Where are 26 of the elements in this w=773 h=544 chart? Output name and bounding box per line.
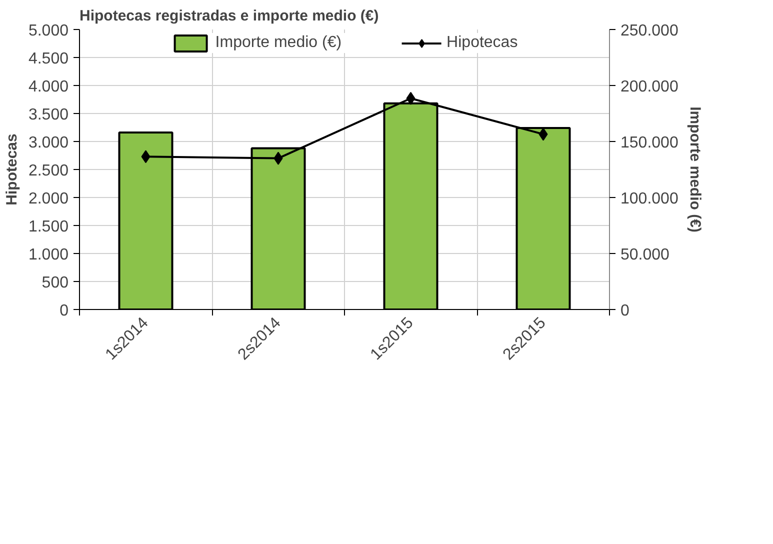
y2-axis-title: Importe medio (€) [686,106,704,232]
y2-tick-label: 250.000 [620,22,678,40]
y-tick-label: 3.500 [28,106,69,124]
y-tick-label: 500 [42,274,69,292]
y-axis-title: Hipotecas [3,134,20,206]
y2-tick-label: 100.000 [620,190,678,208]
point [538,128,548,141]
y2-tick-label: 50.000 [620,246,670,264]
y-tick-label: 4.000 [28,78,69,96]
y-tick-label: 1.000 [28,246,69,264]
y2-tick-label: 200.000 [620,78,678,96]
y-tick-label: 1.500 [28,218,69,236]
legend-label: Hipotecas [446,34,518,52]
y2-tick-label: 0 [620,302,630,320]
point [141,150,150,164]
y-tick-label: 4.500 [28,50,69,68]
point [274,152,283,165]
legend-label: Importe medio (€) [215,34,342,52]
y-tick-label: 0 [60,302,69,320]
point [406,92,416,105]
y2-tick-label: 150.000 [620,134,678,152]
y-tick-label: 5.000 [28,22,69,40]
chart-title: Hipotecas registradas e importe medio (€) [80,8,379,24]
y-tick-label: 2.500 [28,162,69,180]
y-tick-label: 2.000 [28,190,69,208]
y-tick-label: 3.000 [28,134,69,152]
